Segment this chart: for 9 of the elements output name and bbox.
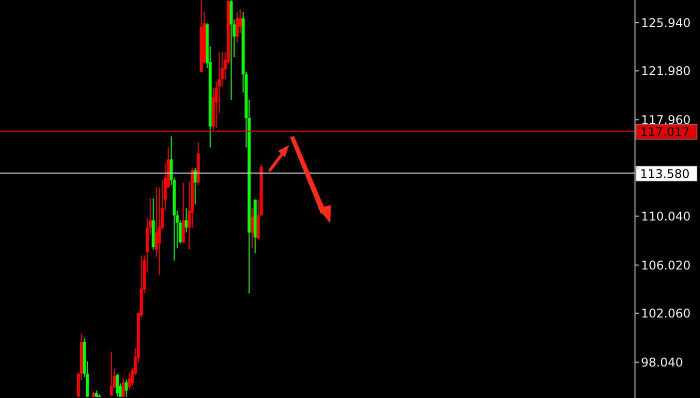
y-tick-label: 117.960 bbox=[641, 113, 691, 128]
ref-line-label: 117.017 bbox=[640, 125, 690, 140]
ref-line-label: 113.580 bbox=[640, 167, 690, 182]
y-tick-label: 110.040 bbox=[641, 209, 691, 224]
y-tick-label: 102.060 bbox=[641, 306, 691, 321]
y-tick-label: 106.020 bbox=[641, 258, 691, 272]
y-tick-label: 125.940 bbox=[641, 16, 691, 30]
y-tick-label: 121.980 bbox=[641, 64, 691, 78]
y-tick-label: 98.040 bbox=[641, 355, 683, 370]
